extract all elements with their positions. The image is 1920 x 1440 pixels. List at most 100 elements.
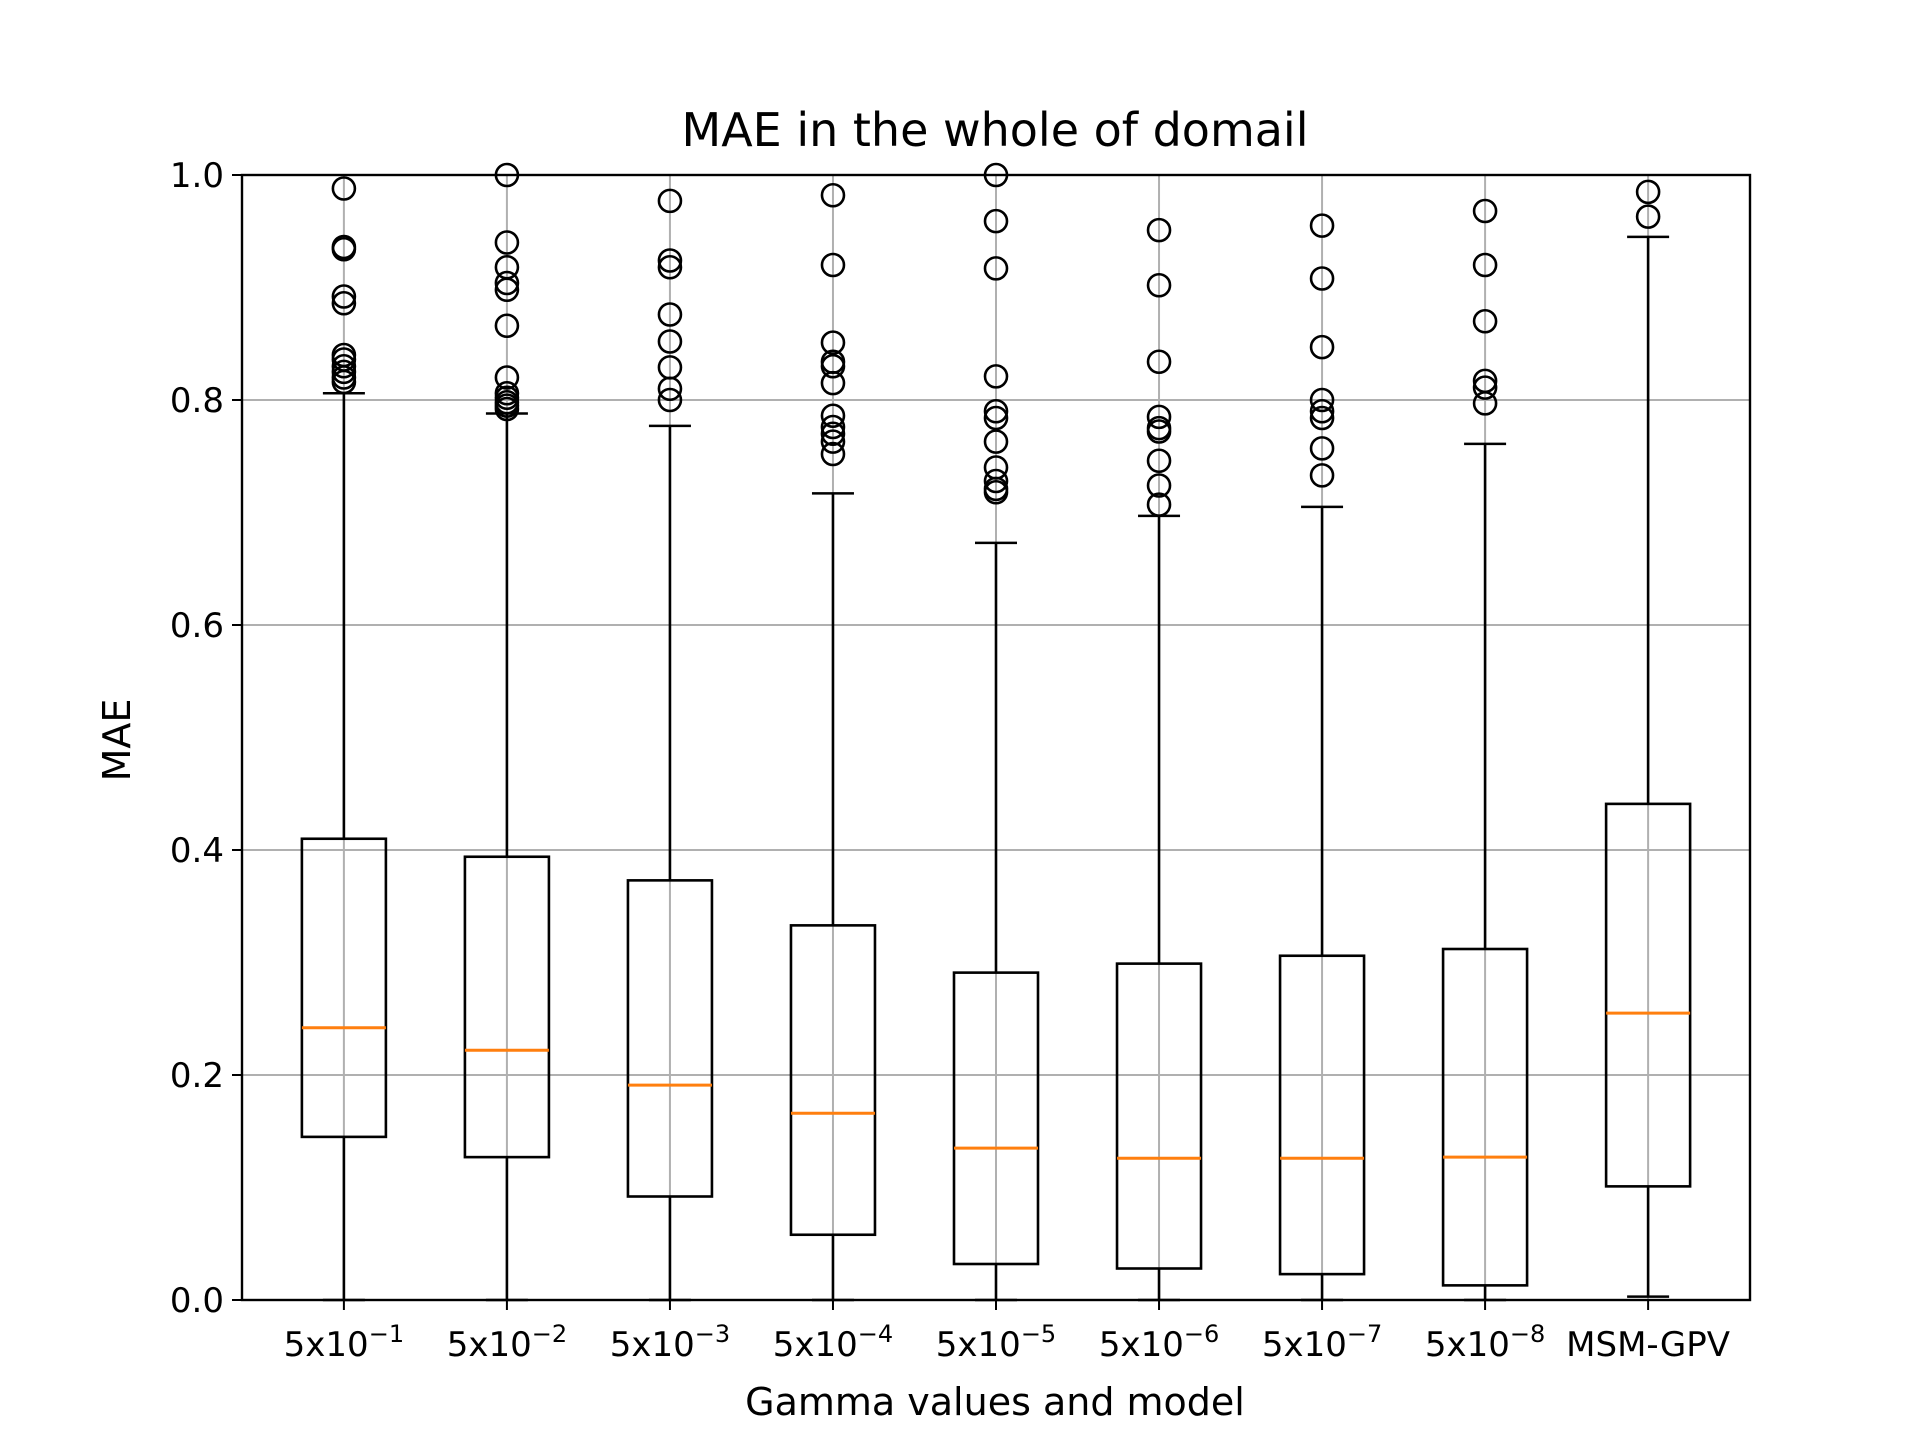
outlier-point (1146, 419, 1172, 444)
outlier-point (1309, 436, 1335, 461)
x-tick-label: 5x10−4 (773, 1320, 893, 1365)
outlier-point (820, 441, 846, 467)
outlier-point (331, 284, 357, 309)
x-tick-label: 5x10−3 (610, 1320, 730, 1365)
box-iqr (1441, 947, 1529, 1287)
y-tick-label: 1.0 (170, 156, 224, 196)
outlier-point (1309, 463, 1335, 488)
outlier-point (494, 270, 520, 296)
chart-title: MAE in the whole of domail (682, 103, 1309, 157)
box-group (1604, 235, 1692, 1298)
outlier-point (983, 364, 1009, 389)
outlier-point (331, 369, 357, 395)
box-iqr (1115, 962, 1203, 1270)
y-tick-label: 0.0 (170, 1281, 224, 1321)
outlier-point (657, 248, 683, 273)
y-tick-label: 0.6 (170, 606, 224, 646)
x-tick-label: 5x10−1 (284, 1320, 404, 1365)
outlier-point (494, 313, 520, 339)
box-iqr (789, 924, 877, 1237)
outlier-point (331, 236, 357, 262)
outlier-point (1472, 198, 1498, 224)
outlier-point (331, 353, 357, 379)
outlier-point (820, 182, 846, 208)
outlier-point (494, 396, 520, 422)
outlier-point (820, 370, 846, 396)
outlier-point (820, 330, 846, 355)
outlier-point (983, 468, 1009, 494)
boxes (300, 235, 1692, 1302)
y-axis-ticks: 0.0 0.2 0.4 0.6 0.8 1.0 (170, 156, 242, 1321)
x-axis-title: Gamma values and model (745, 1380, 1245, 1424)
outlier-point (1309, 266, 1335, 291)
outlier-point (494, 230, 520, 255)
outlier-point (983, 208, 1009, 234)
outlier-point (983, 398, 1009, 424)
outlier-point (494, 365, 520, 390)
outlier-point (1146, 473, 1172, 498)
outlier-point (820, 252, 846, 278)
box-iqr (952, 971, 1040, 1266)
outlier-point (1309, 398, 1335, 424)
box-iqr (300, 837, 388, 1139)
box-iqr (463, 855, 551, 1159)
outlier-point (983, 405, 1009, 431)
box-group (463, 412, 551, 1302)
x-tick-label: 5x10−2 (447, 1320, 567, 1365)
outlier-point (1635, 179, 1661, 205)
box-group (1278, 505, 1366, 1302)
outlier-point (1146, 272, 1172, 298)
outlier-point (657, 376, 683, 402)
y-tick-label: 0.4 (170, 831, 224, 871)
outlier-point (657, 387, 683, 413)
outlier-point (1146, 492, 1172, 517)
outlier-point (820, 421, 846, 447)
box-group (952, 541, 1040, 1302)
outlier-point (1472, 308, 1498, 334)
outlier-point (657, 329, 683, 354)
outlier-point (1472, 252, 1498, 278)
outlier-point (820, 403, 846, 429)
y-tick-label: 0.2 (170, 1056, 224, 1096)
x-tick-label: 5x10−7 (1262, 1320, 1382, 1365)
outlier-point (820, 353, 846, 379)
x-axis-ticks: 5x10−1 5x10−2 5x10−3 5x10−4 5x10−5 5x10−6 5x10… (284, 1300, 1730, 1365)
x-tick-label: 5x10−5 (936, 1320, 1056, 1365)
outlier-point (1635, 204, 1661, 229)
outlier-point (1146, 349, 1172, 375)
outlier-point (1472, 375, 1498, 400)
x-tick-label: MSM-GPV (1566, 1325, 1730, 1365)
x-tick-label: 5x10−8 (1425, 1320, 1545, 1365)
box-group (1441, 442, 1529, 1302)
outlier-point (1472, 391, 1498, 416)
x-tick-label: 5x10−6 (1099, 1320, 1219, 1365)
outlier-point (983, 479, 1009, 505)
outlier-point (983, 256, 1009, 281)
outlier-points (331, 162, 1661, 517)
outlier-point (983, 429, 1009, 454)
outlier-point (820, 414, 846, 440)
outlier-point (1146, 217, 1172, 243)
outlier-point (1309, 213, 1335, 238)
box-iqr (626, 879, 714, 1198)
outlier-point (331, 176, 357, 201)
box-iqr (1604, 802, 1692, 1188)
outlier-point (331, 359, 357, 385)
outlier-point (657, 254, 683, 280)
outlier-point (331, 290, 357, 316)
outlier-point (820, 429, 846, 454)
box-iqr (1278, 954, 1366, 1276)
outlier-point (657, 302, 683, 327)
outlier-point (1309, 334, 1335, 360)
outlier-point (494, 277, 520, 303)
outlier-point (1146, 404, 1172, 430)
outlier-point (1309, 387, 1335, 413)
outlier-point (1146, 448, 1172, 474)
y-axis-title: MAE (95, 699, 139, 782)
y-tick-label: 0.8 (170, 381, 224, 421)
outlier-point (1309, 405, 1335, 431)
outlier-point (657, 188, 683, 214)
box-group (789, 492, 877, 1302)
